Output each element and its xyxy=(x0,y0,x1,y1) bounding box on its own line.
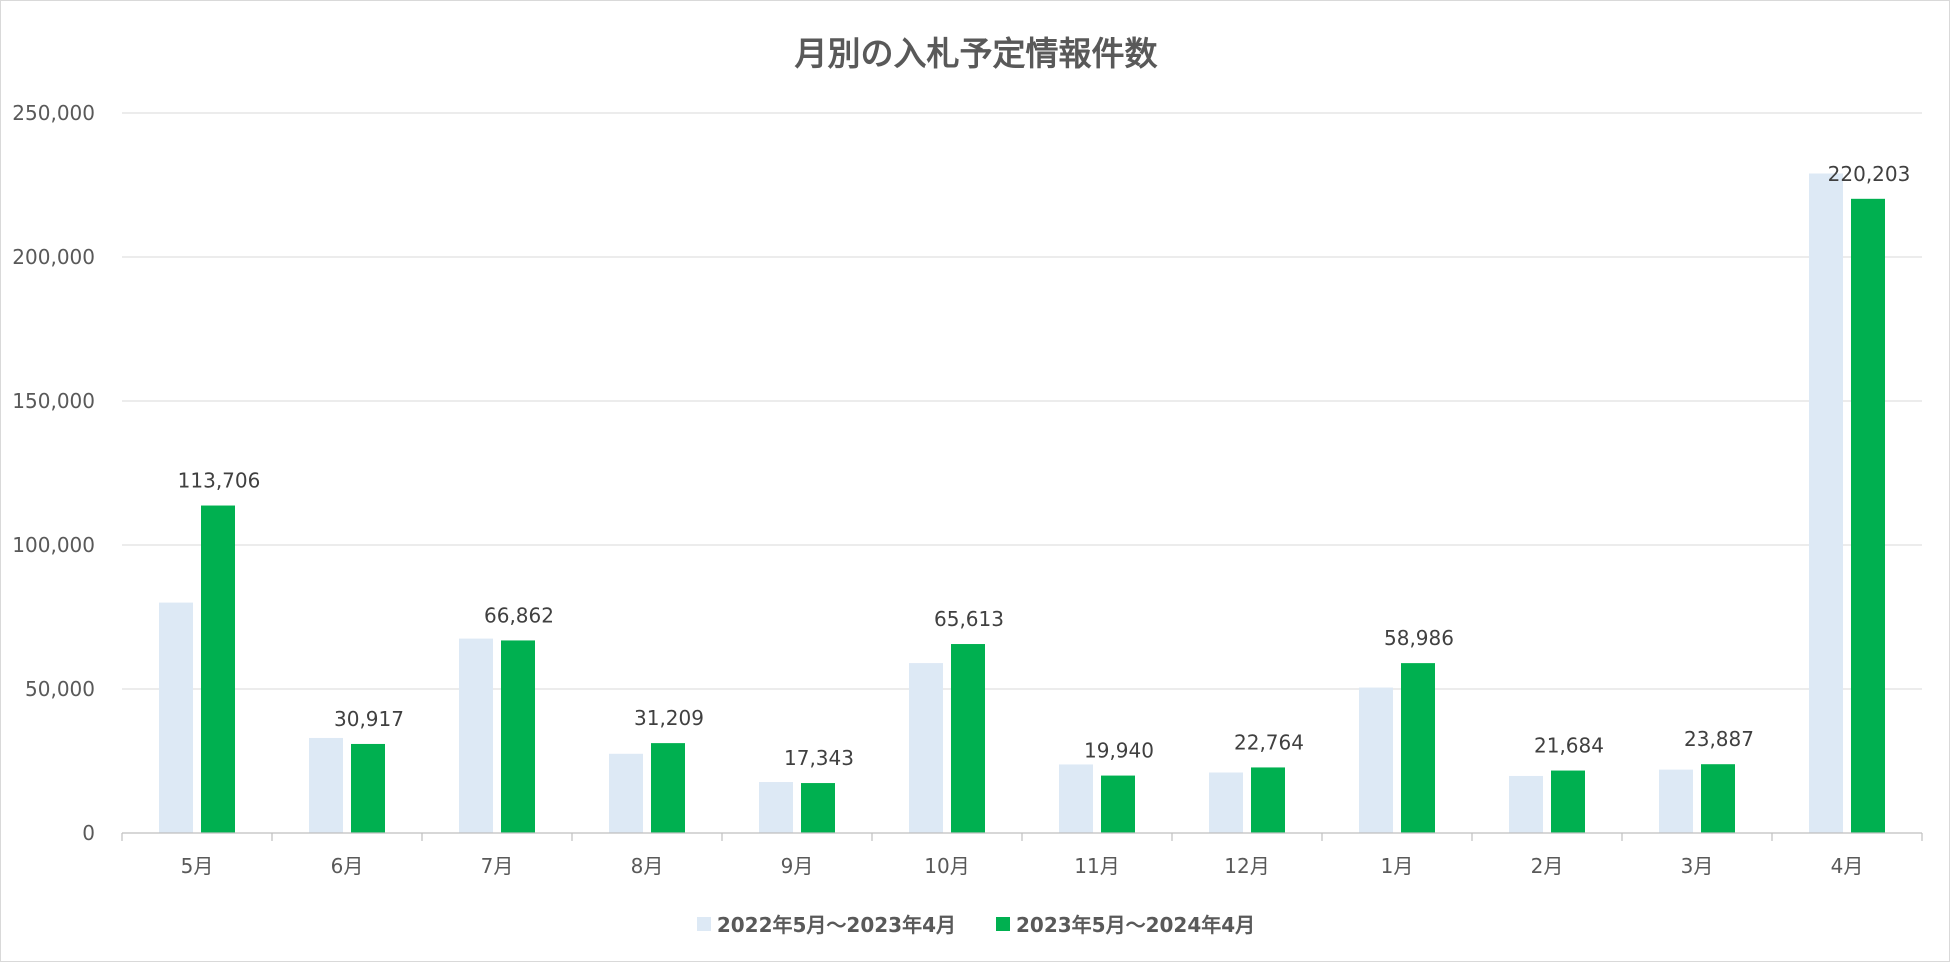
x-tick-label: 4月 xyxy=(1831,854,1864,878)
x-tick-label: 11月 xyxy=(1074,854,1119,878)
legend-label-series-1: 2022年5月～2023年4月 xyxy=(716,913,956,937)
data-label: 58,986 xyxy=(1384,626,1454,650)
bar-series-2 xyxy=(1401,663,1435,833)
bar-series-2 xyxy=(1551,770,1585,833)
x-tick-label: 9月 xyxy=(781,854,814,878)
data-label: 220,203 xyxy=(1828,162,1911,186)
gridlines xyxy=(122,112,1922,690)
x-tick-label: 2月 xyxy=(1531,854,1564,878)
bar-series-1 xyxy=(909,663,943,833)
bar-series-2 xyxy=(951,644,985,833)
bar-series-2 xyxy=(1701,764,1735,833)
bar-series-1 xyxy=(1509,775,1543,833)
data-label: 22,764 xyxy=(1234,730,1304,754)
data-label: 30,917 xyxy=(334,707,404,731)
legend: 2022年5月～2023年4月 2023年5月～2024年4月 xyxy=(1,909,1950,938)
data-labels: 113,706 30,917 66,862 31,209 17,343 65,613 19,… xyxy=(178,162,1911,770)
bar-series-1 xyxy=(609,753,643,833)
bar-series-1 xyxy=(759,782,793,833)
data-label: 19,940 xyxy=(1084,739,1154,763)
bar-series-1 xyxy=(459,638,493,833)
data-label: 23,887 xyxy=(1684,727,1754,751)
x-axis: 5月 6月 7月 8月 9月 10月 11月 12月 1月 2月 3月 4月 xyxy=(121,832,1923,878)
bars xyxy=(159,173,1885,834)
data-label: 66,862 xyxy=(484,603,554,627)
legend-item-series-2: 2023年5月～2024年4月 xyxy=(996,909,1255,938)
bar-series-2 xyxy=(351,743,385,833)
legend-swatch-series-1 xyxy=(696,916,711,931)
bar-series-2 xyxy=(1851,198,1885,833)
data-label: 65,613 xyxy=(934,607,1004,631)
y-tick-label: 150,000 xyxy=(12,389,95,413)
bar-series-1 xyxy=(159,602,193,833)
x-tick-label: 5月 xyxy=(181,854,214,878)
x-tick-label: 6月 xyxy=(331,854,364,878)
data-label: 113,706 xyxy=(178,469,261,493)
y-axis-ticks: 0 50,000 100,000 150,000 200,000 250,000 xyxy=(12,101,95,845)
data-label: 21,684 xyxy=(1534,734,1604,758)
bar-series-1 xyxy=(1359,687,1393,833)
bar-series-2 xyxy=(201,505,235,833)
y-tick-label: 0 xyxy=(82,821,95,845)
y-tick-label: 50,000 xyxy=(25,677,95,701)
legend-label-series-2: 2023年5月～2024年4月 xyxy=(1016,913,1256,937)
bar-series-2 xyxy=(501,640,535,833)
bar-series-2 xyxy=(801,783,835,833)
bar-series-1 xyxy=(1209,772,1243,833)
bar-series-1 xyxy=(309,737,343,833)
x-tick-label: 3月 xyxy=(1681,854,1714,878)
bar-series-2 xyxy=(1251,767,1285,833)
x-tick-label: 12月 xyxy=(1224,854,1269,878)
bar-series-1 xyxy=(1059,764,1093,833)
bar-series-1 xyxy=(1659,769,1693,833)
data-label: 17,343 xyxy=(784,746,854,770)
y-tick-label: 250,000 xyxy=(12,101,95,125)
data-label: 31,209 xyxy=(634,706,704,730)
y-tick-label: 200,000 xyxy=(12,245,95,269)
x-tick-label: 8月 xyxy=(631,854,664,878)
x-tick-label: 7月 xyxy=(481,854,514,878)
legend-item-series-1: 2022年5月～2023年4月 xyxy=(696,909,956,938)
legend-swatch-series-2 xyxy=(996,916,1010,931)
bar-series-2 xyxy=(651,743,685,833)
y-tick-label: 100,000 xyxy=(12,533,95,557)
chart-title: 月別の入札予定情報件数 xyxy=(794,34,1158,73)
bar-series-2 xyxy=(1101,775,1135,833)
x-tick-label: 1月 xyxy=(1381,854,1414,878)
bar-series-1 xyxy=(1809,173,1843,834)
x-tick-label: 10月 xyxy=(924,854,969,878)
